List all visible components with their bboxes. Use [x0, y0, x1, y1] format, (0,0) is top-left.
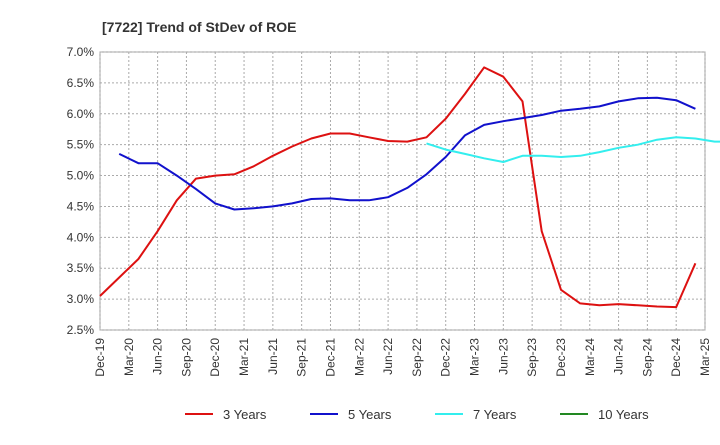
x-tick-label: Sep-21	[295, 338, 309, 377]
legend: 3 Years 5 Years 7 Years 10 Years	[185, 407, 649, 422]
series-line-2	[119, 98, 695, 210]
x-tick-label: Sep-22	[410, 338, 424, 377]
y-tick-label: 4.5%	[67, 199, 95, 213]
y-tick-label: 5.5%	[67, 138, 95, 152]
x-tick-label: Jun-20	[151, 338, 165, 375]
legend-label: 3 Years	[223, 407, 267, 422]
y-tick-label: 3.0%	[67, 292, 95, 306]
x-tick-label: Mar-24	[583, 338, 597, 376]
series-line-1	[100, 67, 695, 307]
x-tick-label: Dec-23	[554, 338, 568, 377]
x-tick-label: Dec-24	[669, 338, 683, 377]
x-tick-label: Jun-24	[612, 338, 626, 375]
x-tick-label: Jun-23	[496, 338, 510, 375]
legend-label: 10 Years	[598, 407, 649, 422]
series-lines	[100, 67, 720, 307]
x-tick-label: Mar-22	[352, 338, 366, 376]
x-tick-label: Dec-22	[439, 338, 453, 377]
x-tick-label: Mar-21	[237, 338, 251, 376]
y-tick-label: 4.0%	[67, 230, 95, 244]
x-tick-label: Jun-21	[266, 338, 280, 375]
x-tick-label: Mar-20	[122, 338, 136, 376]
y-tick-label: 3.5%	[67, 261, 95, 275]
x-tick-label: Sep-24	[640, 338, 654, 377]
axes: 7.0% 6.5% 6.0% 5.5% 5.0% 4.5% 4.0% 3.5% 3.0% 2.5%…	[67, 45, 712, 377]
y-tick-label: 2.5%	[67, 323, 95, 337]
x-tick-label: Dec-21	[323, 338, 337, 377]
x-tick-label: Dec-19	[93, 338, 107, 377]
chart-title: [7722] Trend of StDev of ROE	[102, 19, 296, 35]
y-tick-label: 5.0%	[67, 169, 95, 183]
legend-label: 7 Years	[473, 407, 517, 422]
x-tick-label: Dec-20	[208, 338, 222, 377]
y-tick-label: 6.5%	[67, 76, 95, 90]
x-tick-label: Sep-23	[525, 338, 539, 377]
y-tick-label: 6.0%	[67, 107, 95, 121]
x-tick-label: Jun-22	[381, 338, 395, 375]
x-tick-label: Sep-20	[179, 338, 193, 377]
legend-label: 5 Years	[348, 407, 392, 422]
x-tick-label: Mar-23	[468, 338, 482, 376]
x-tick-label: Mar-25	[698, 338, 712, 376]
y-tick-label: 7.0%	[67, 45, 95, 59]
